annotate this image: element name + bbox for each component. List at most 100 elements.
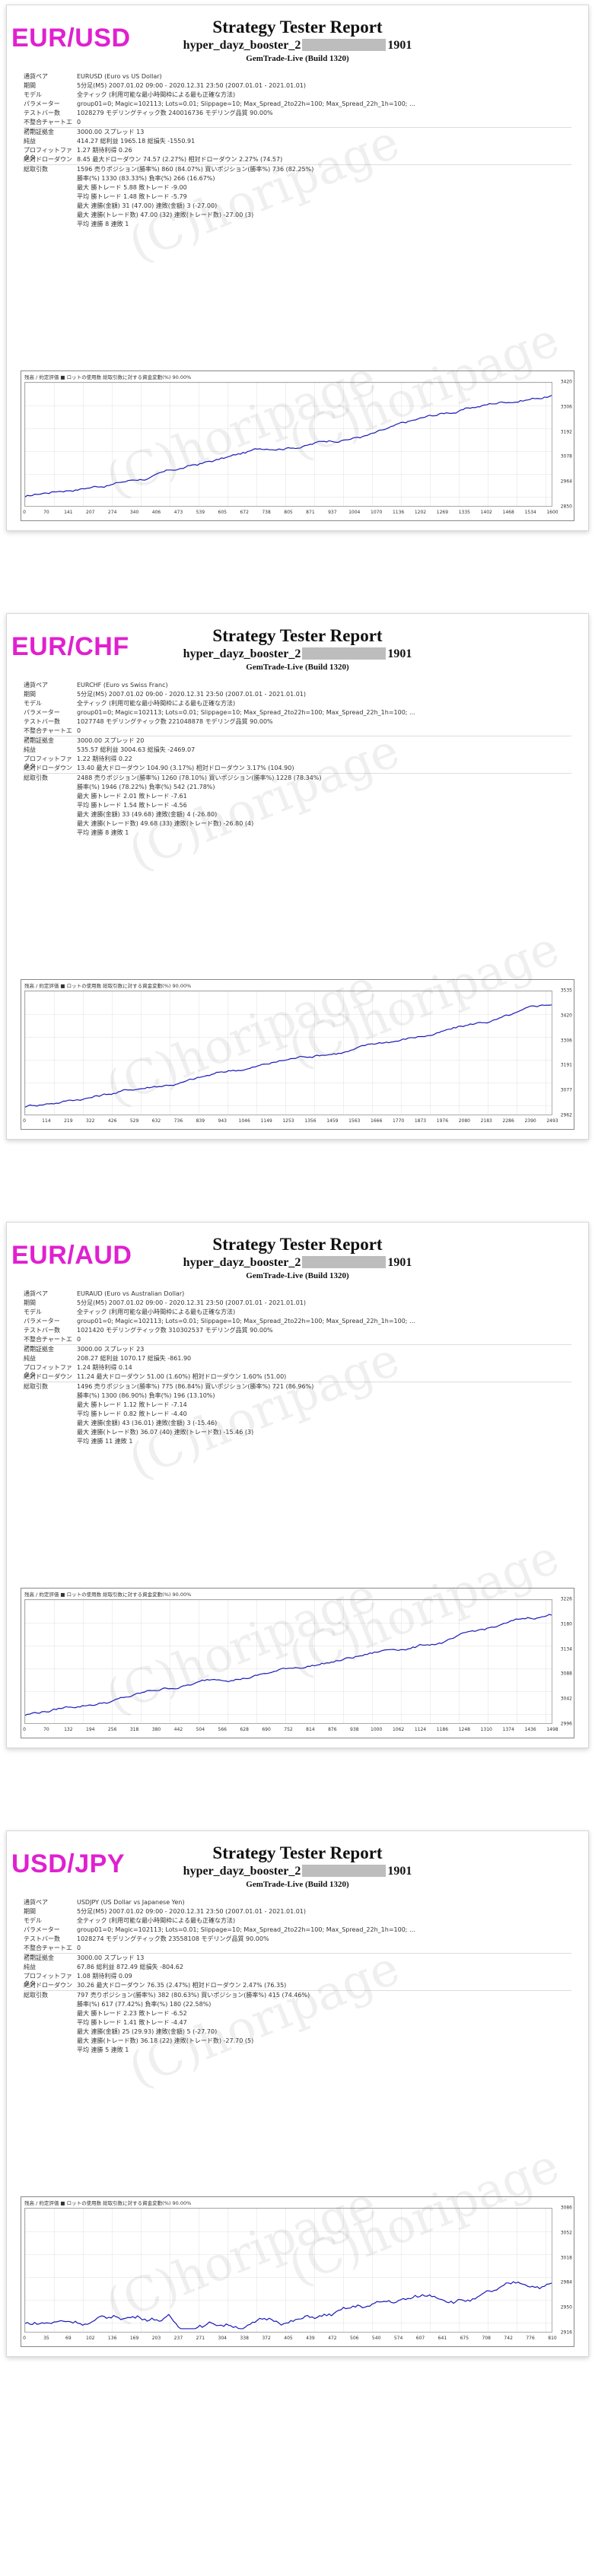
stats-row: プロフィットファクタ 1.24 期待利得 0.14 bbox=[24, 1363, 571, 1379]
stats-value: 平均 連勝 5 連敗 1 bbox=[77, 2046, 129, 2053]
x-tick-label: 871 bbox=[306, 510, 315, 515]
x-tick-label: 839 bbox=[196, 1118, 205, 1124]
x-tick-label: 256 bbox=[107, 1727, 117, 1732]
y-tick-label: 3420 bbox=[560, 1013, 572, 1019]
stats-value: 1021420 モデリングティック数 310302537 モデリング品質 90.… bbox=[77, 1327, 273, 1334]
x-tick-label: 0 bbox=[23, 510, 26, 515]
stats-label: 不整合チャートエラー bbox=[24, 1945, 72, 1959]
x-tick-label: 814 bbox=[306, 1727, 315, 1732]
x-tick-label: 736 bbox=[173, 1118, 183, 1124]
stats-row: テストバー数 1027748 モデリングティック数 221048878 モデリング… bbox=[24, 717, 571, 727]
stats-value: 1.08 期待利得 0.09 bbox=[77, 1973, 132, 1980]
stats-value: 平均 連勝 8 連敗 1 bbox=[77, 221, 129, 227]
stats-label: 期間 bbox=[24, 691, 36, 698]
stats-label: 初期証拠金 bbox=[24, 129, 54, 135]
stats-value: 最大 連勝(トレード数) 36.07 (40) 連敗(トレード数) -15.46… bbox=[77, 1429, 254, 1436]
stats-row: 最大 連勝(金額) 25 (29.93) 連敗(金額) 5 (-27.70) bbox=[24, 2027, 571, 2037]
balance-chart: 残高 / 約定評価 ■ ロットの使用数 総取引数に対する資金変動(%) 90.0… bbox=[21, 979, 574, 1130]
stats-row: 絶対ドローダウン 11.24 最大ドローダウン 51.00 (1.60%) 相対ド… bbox=[24, 1372, 571, 1382]
stats-row: 総取引数 1596 売りポジション(勝率%) 860 (84.07%) 買いポジシ… bbox=[24, 164, 571, 174]
stats-label: パラメーター bbox=[24, 1318, 60, 1325]
x-tick-label: 937 bbox=[328, 510, 337, 515]
balance-line bbox=[25, 1614, 552, 1716]
stats-value: 勝率(%) 617 (77.42%) 負率(%) 180 (22.58%) bbox=[77, 2001, 212, 2008]
stats-value: 8.45 最大ドローダウン 74.57 (2.27%) 相対ドローダウン 2.2… bbox=[77, 156, 283, 163]
ea-name-prefix: hyper_dayz_booster_2 bbox=[183, 647, 301, 660]
y-tick-label: 3077 bbox=[560, 1087, 572, 1093]
stats-row: 期間 5分足(M5) 2007.01.02 09:00 - 2020.12.31 … bbox=[24, 81, 571, 91]
stats-label: モデル bbox=[24, 91, 42, 98]
stats-label: 純益 bbox=[24, 746, 36, 753]
stats-value: 30.26 最大ドローダウン 76.35 (2.47%) 相対ドローダウン 2.… bbox=[77, 1982, 287, 1989]
stats-value: 最大 勝トレード 2.01 敗トレード -7.61 bbox=[77, 793, 187, 800]
stats-row: 初期証拠金 3000.00 スプレッド 13 bbox=[24, 127, 571, 137]
stats-value: 1.24 期待利得 0.14 bbox=[77, 1364, 132, 1371]
stats-value: 11.24 最大ドローダウン 51.00 (1.60%) 相対ドローダウン 1.… bbox=[77, 1373, 287, 1380]
x-tick-label: 219 bbox=[64, 1118, 73, 1124]
stats-label: 純益 bbox=[24, 1355, 36, 1362]
report-title: Strategy Tester Report bbox=[212, 626, 383, 645]
ea-name-prefix: hyper_dayz_booster_2 bbox=[183, 1256, 301, 1269]
stats-label: プロフィットファクタ bbox=[24, 1364, 72, 1379]
stats-row: 平均 勝トレード 0.82 敗トレード -4.40 bbox=[24, 1410, 571, 1419]
stats-value: 2488 売りポジション(勝率%) 1260 (78.10%) 買いポジション(… bbox=[77, 774, 322, 781]
x-tick-label: 1124 bbox=[414, 1727, 427, 1732]
stats-value: 平均 勝トレード 1.41 敗トレード -4.47 bbox=[77, 2019, 187, 2026]
x-tick-label: 114 bbox=[42, 1118, 51, 1124]
stats-row: 平均 連勝 8 連敗 1 bbox=[24, 828, 571, 838]
x-tick-label: 1873 bbox=[414, 1118, 427, 1124]
balance-chart: 残高 / 約定評価 ■ ロットの使用数 総取引数に対する資金変動(%) 90.0… bbox=[21, 370, 574, 521]
x-tick-label: 1498 bbox=[546, 1727, 558, 1732]
stats-value: 1596 売りポジション(勝率%) 860 (84.07%) 買いポジション(勝… bbox=[77, 166, 314, 173]
stats-value: 全ティック (利用可能な最小時間枠による最も正確な方法) bbox=[77, 91, 236, 98]
stats-value: 0 bbox=[77, 1945, 81, 1951]
stats-label: テストバー数 bbox=[24, 1327, 60, 1334]
stats-row: 不整合チャートエラー 0 bbox=[24, 727, 571, 742]
currency-pair-label: EUR/USD bbox=[11, 24, 131, 52]
balance-chart: 残高 / 約定評価 ■ ロットの使用数 総取引数に対する資金変動(%) 90.0… bbox=[21, 1588, 574, 1738]
stats-table: 通貨ペア EURAUD (Euro vs Australian Dollar) 期間… bbox=[24, 1290, 571, 1446]
stats-value: 最大 勝トレード 1.12 敗トレード -7.14 bbox=[77, 1401, 187, 1408]
stats-value: 勝率(%) 1300 (86.90%) 負率(%) 196 (13.10%) bbox=[77, 1392, 215, 1399]
x-tick-label: 690 bbox=[262, 1727, 271, 1732]
x-tick-label: 1459 bbox=[326, 1118, 339, 1124]
y-tick-label: 3306 bbox=[560, 1038, 572, 1044]
x-tick-label: 574 bbox=[393, 2336, 403, 2341]
stats-label: パラメーター bbox=[24, 709, 60, 716]
x-tick-label: 1374 bbox=[502, 1727, 514, 1732]
balance-chart: 残高 / 約定評価 ■ ロットの使用数 総取引数に対する資金変動(%) 90.0… bbox=[21, 2196, 574, 2347]
stats-row: 最大 連勝(金額) 33 (49.68) 連敗(金額) 4 (-26.80) bbox=[24, 810, 571, 819]
stats-label: 通貨ペア bbox=[24, 1899, 48, 1906]
stats-value: 5分足(M5) 2007.01.02 09:00 - 2020.12.31 23… bbox=[77, 1908, 307, 1915]
stats-value: 3000.00 スプレッド 20 bbox=[77, 737, 145, 744]
stats-value: 5分足(M5) 2007.01.02 09:00 - 2020.12.31 23… bbox=[77, 82, 307, 89]
stats-value: EURUSD (Euro vs US Dollar) bbox=[77, 73, 162, 80]
stats-row: 通貨ペア EURCHF (Euro vs Swiss Franc) bbox=[24, 681, 571, 690]
stats-row: 通貨ペア EURAUD (Euro vs Australian Dollar) bbox=[24, 1290, 571, 1299]
report-title: Strategy Tester Report bbox=[212, 1235, 383, 1254]
y-tick-label: 3078 bbox=[560, 453, 572, 460]
stats-row: 期間 5分足(M5) 2007.01.02 09:00 - 2020.12.31 … bbox=[24, 1907, 571, 1916]
stats-label: 不整合チャートエラー bbox=[24, 119, 72, 133]
x-tick-label: 2493 bbox=[546, 1118, 558, 1124]
stats-row: 最大 連勝(トレード数) 49.68 (33) 連敗(トレード数) -26.80… bbox=[24, 819, 571, 828]
stats-row: 平均 連勝 11 連敗 1 bbox=[24, 1437, 571, 1446]
stats-value: 5分足(M5) 2007.01.02 09:00 - 2020.12.31 23… bbox=[77, 1299, 307, 1306]
stats-label: プロフィットファクタ bbox=[24, 147, 72, 161]
stats-row: 最大 勝トレード 1.12 敗トレード -7.14 bbox=[24, 1401, 571, 1410]
y-tick-label: 3192 bbox=[560, 429, 572, 435]
stats-row: 不整合チャートエラー 0 bbox=[24, 1335, 571, 1350]
stats-row: 純益 208.27 総利益 1070.17 総損失 -861.90 bbox=[24, 1354, 571, 1363]
y-tick-label: 3088 bbox=[560, 1671, 572, 1677]
x-tick-label: 938 bbox=[350, 1727, 359, 1732]
stats-value: 1027748 モデリングティック数 221048878 モデリング品質 90.… bbox=[77, 718, 273, 725]
stats-value: 797 売りポジション(勝率%) 382 (80.63%) 買いポジション(勝率… bbox=[77, 1992, 310, 1999]
stats-value: USDJPY (US Dollar vs Japanese Yen) bbox=[77, 1899, 185, 1906]
x-tick-label: 1202 bbox=[414, 510, 427, 515]
ea-name: hyper_dayz_booster_2 1901 bbox=[7, 39, 588, 52]
stats-value: group01=0; Magic=102113; Lots=0.01; Slip… bbox=[77, 100, 415, 107]
y-tick-label: 3180 bbox=[560, 1621, 572, 1627]
x-tick-label: 132 bbox=[64, 1727, 73, 1732]
x-tick-label: 738 bbox=[262, 510, 271, 515]
stats-value: 1496 売りポジション(勝率%) 775 (86.84%) 買いポジション(勝… bbox=[77, 1383, 314, 1390]
